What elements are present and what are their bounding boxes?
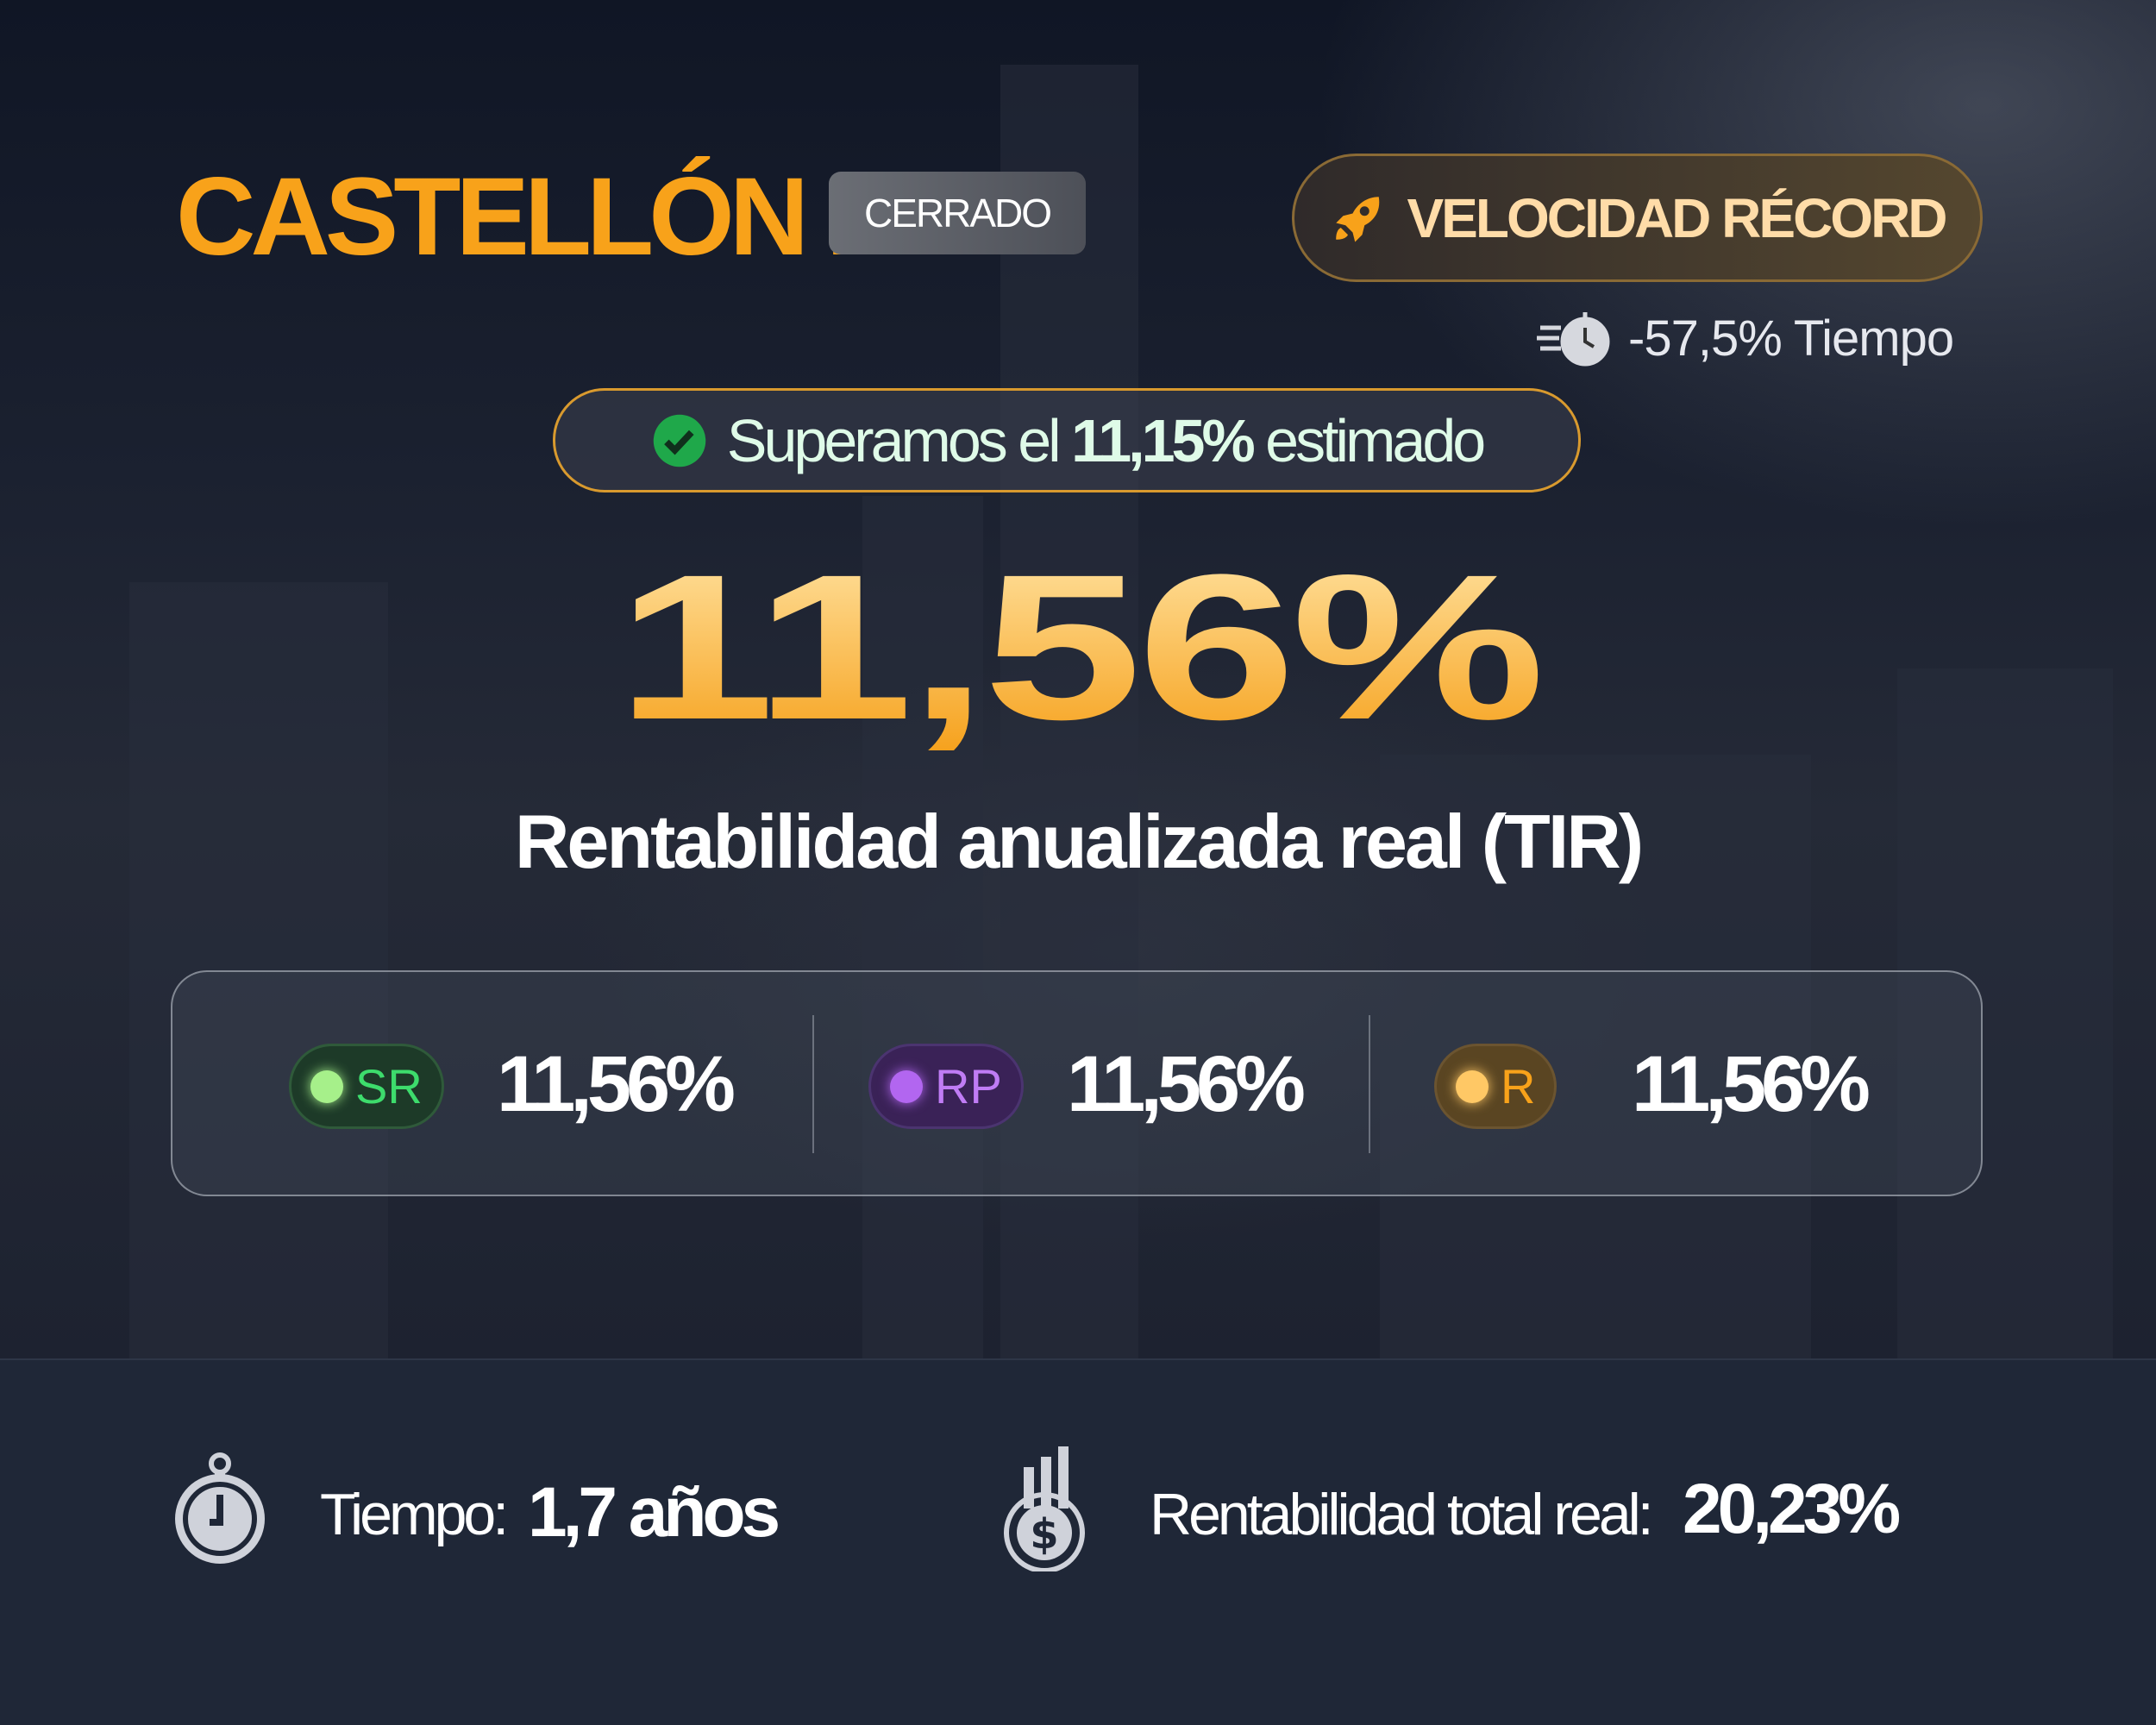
fast-stopwatch-icon	[1537, 312, 1610, 367]
check-circle-icon	[653, 414, 706, 467]
tier-dot	[1456, 1070, 1489, 1103]
tier-value-sr: 11,56%	[497, 1040, 736, 1128]
divider	[1369, 1015, 1370, 1153]
money-growth-icon: $	[1004, 1446, 1085, 1571]
estimate-value: 11,15%	[1071, 406, 1256, 474]
tier-dot	[890, 1070, 923, 1103]
total-return-label: Rentabilidad total real:	[1150, 1482, 1654, 1547]
tier-label: R	[1501, 1059, 1536, 1113]
divider	[812, 1015, 814, 1153]
estimate-banner: Superamos el 11,15% estimado	[553, 388, 1581, 492]
tier-value-r: 11,56%	[1632, 1040, 1871, 1128]
record-speed-badge: VELOCIDAD RÉCORD	[1292, 154, 1983, 282]
time-value: 1,7 años	[528, 1473, 780, 1552]
rocket-icon	[1336, 196, 1380, 242]
tier-returns-panel: SR 11,56% RP 11,56% R 11,56%	[171, 970, 1983, 1196]
tier-label: RP	[935, 1059, 1002, 1113]
tier-badge-r: R	[1434, 1044, 1557, 1129]
time-reduction-text: -57,5% Tiempo	[1628, 310, 1954, 367]
tier-dot	[310, 1070, 343, 1103]
tier-value-rp: 11,56%	[1067, 1040, 1306, 1128]
svg-text:$: $	[1030, 1510, 1058, 1559]
project-title: CASTELLÓN 2	[176, 155, 891, 279]
irr-value: 11,56%	[616, 531, 1545, 762]
irr-label: Rentabilidad anualizada real (TIR)	[514, 799, 1644, 884]
tier-badge-sr: SR	[289, 1044, 444, 1129]
stopwatch-icon	[175, 1452, 265, 1564]
estimate-suffix: estimado	[1265, 406, 1486, 474]
status-badge: CERRADO	[829, 172, 1086, 254]
record-speed-label: VELOCIDAD RÉCORD	[1407, 186, 1947, 249]
tier-badge-rp: RP	[868, 1044, 1024, 1129]
total-return-value: 20,23%	[1683, 1470, 1901, 1548]
time-label: Tiempo:	[320, 1482, 509, 1547]
tier-label: SR	[355, 1059, 423, 1113]
estimate-prefix: Superamos el	[726, 406, 1062, 474]
time-reduction: -57,5% Tiempo	[1537, 307, 1954, 369]
summary-footer: Tiempo: 1,7 años $ Rentabilidad total re…	[0, 1358, 2156, 1725]
